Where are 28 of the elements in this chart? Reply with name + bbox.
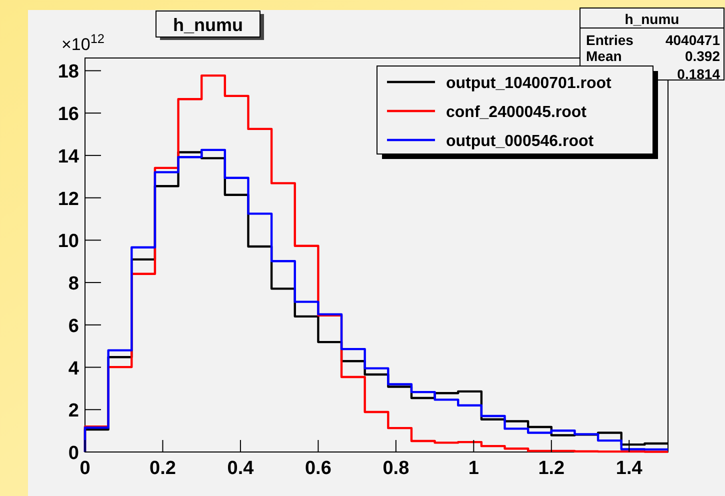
text: h_numu [624,11,680,27]
y-axis-title: ×10$^{12}$ [61,30,105,54]
y-tick-label: 12 [58,188,79,210]
y-tick-label: 4 [68,358,80,380]
y-tick-label: 0 [68,443,79,464]
y-tick-label: 16 [58,104,79,126]
x-tick-label: 1.4 [616,458,643,479]
y-tick-label: 6 [68,316,79,337]
y-tick-label: 10 [58,231,79,252]
text: Entries [586,32,634,48]
text: 0.1814 [677,66,720,82]
y-tick-label: 14 [58,146,80,168]
legend-label: conf_2400045.root [446,104,588,121]
x-tick-label: 1 [468,458,480,479]
x-tick-label: 0.2 [150,458,176,479]
legend-label: output_10400701.root [446,75,612,92]
x-tick-label: 1.2 [538,458,565,479]
chart-title: h_numu [173,15,243,35]
y-tick-label: 8 [68,274,79,295]
x-tick-label: 0.6 [304,458,332,479]
y-tick-label: 2 [68,400,79,422]
legend-label: output_000546.root [446,133,594,150]
text: 4040471 [665,32,720,48]
x-tick-label: 0.8 [382,458,410,479]
annotation: Mean [586,48,622,64]
x-tick-label: 0.4 [227,458,254,479]
text: 0.392 [684,48,720,64]
y-tick-label: 18 [58,62,79,83]
